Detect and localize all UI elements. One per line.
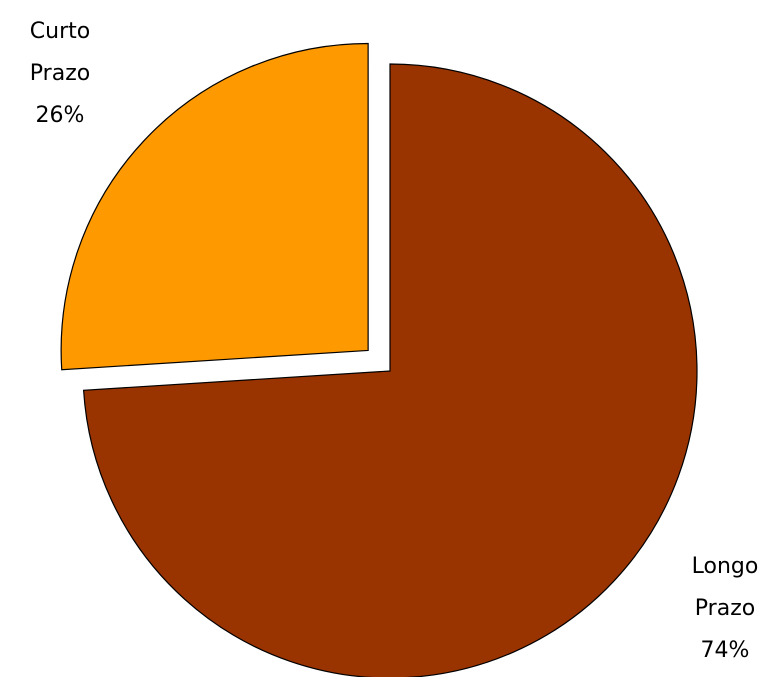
pie-slice-longo-prazo — [82, 63, 698, 677]
slice-label-line: 74% — [701, 638, 750, 663]
slice-label-line: Curto — [30, 19, 90, 44]
slice-label-line: Prazo — [695, 596, 755, 621]
slice-label-line: Prazo — [30, 61, 90, 86]
slice-label-line: 26% — [36, 103, 85, 128]
slice-label-curto-prazo: Curto Prazo 26% — [30, 19, 90, 128]
pie-slice-curto-prazo — [60, 42, 369, 371]
slice-label-line: Longo — [692, 554, 759, 579]
slice-label-longo-prazo: Longo Prazo 74% — [692, 554, 759, 663]
